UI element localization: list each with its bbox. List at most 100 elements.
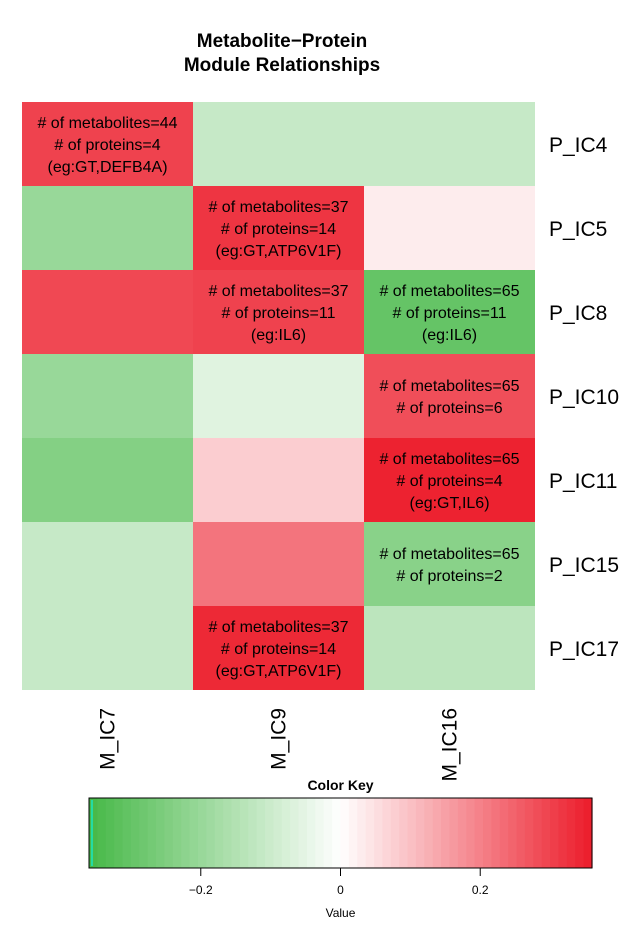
col-label-m_ic16: M_IC16 [439, 708, 462, 782]
color-key-swatch [172, 798, 182, 868]
heatmap-cell-p_ic8-m_ic9 [193, 270, 364, 354]
color-key-swatch [147, 798, 157, 868]
color-key-swatch [273, 798, 283, 868]
color-key-swatch [491, 798, 501, 868]
heatmap-cell-p_ic8-m_ic16 [364, 270, 535, 354]
color-key-swatch [566, 798, 576, 868]
col-label-m_ic7: M_IC7 [97, 708, 120, 770]
row-label-p_ic5: P_IC5 [549, 218, 607, 241]
heatmap-cell-p_ic15-m_ic9 [193, 522, 364, 606]
cell-label: (eg:IL6) [422, 327, 477, 344]
cell-label: # of proteins=14 [221, 221, 336, 238]
heatmap-cell-p_ic8-m_ic7 [22, 270, 193, 354]
heatmap-cell-p_ic4-m_ic16 [364, 102, 535, 186]
cell-label: # of proteins=4 [54, 137, 160, 154]
color-key-swatch [248, 798, 258, 868]
color-key-tick-label: 0 [337, 883, 344, 897]
chart-title: Metabolite−Protein Module Relationships [0, 30, 564, 78]
color-key-tick-label: 0.2 [472, 883, 489, 897]
cell-label: # of proteins=14 [221, 641, 336, 658]
color-key-swatch [189, 798, 199, 868]
heatmap-cell-p_ic11-m_ic7 [22, 438, 193, 522]
cell-label: (eg:IL6) [251, 327, 306, 344]
color-key-swatch [348, 798, 358, 868]
heatmap-cell-p_ic17-m_ic9 [193, 606, 364, 690]
color-key-swatch [214, 798, 224, 868]
heatmap-cell-p_ic11-m_ic16 [364, 438, 535, 522]
cell-label: # of metabolites=65 [379, 546, 519, 563]
color-key-swatch [130, 798, 140, 868]
cell-label: # of proteins=6 [396, 400, 502, 417]
color-key-swatch [315, 798, 325, 868]
cell-label: # of metabolites=65 [379, 451, 519, 468]
col-label-m_ic9: M_IC9 [268, 708, 291, 770]
color-key-swatch [424, 798, 434, 868]
color-key-swatch [357, 798, 367, 868]
color-key-swatch [265, 798, 275, 868]
row-label-p_ic10: P_IC10 [549, 386, 619, 409]
color-key-swatch [239, 798, 249, 868]
color-key-swatch [139, 798, 149, 868]
color-key-swatch [340, 798, 350, 868]
color-key-swatch [256, 798, 266, 868]
color-key-swatch [466, 798, 476, 868]
cell-label: (eg:GT,DEFB4A) [47, 159, 167, 176]
heatmap-cell-p_ic15-m_ic7 [22, 522, 193, 606]
cell-label: # of metabolites=37 [208, 283, 348, 300]
cell-label: # of proteins=4 [396, 473, 502, 490]
color-key-swatch [105, 798, 115, 868]
row-label-p_ic4: P_IC4 [549, 134, 608, 157]
heatmap-cell-p_ic17-m_ic16 [364, 606, 535, 690]
color-key-swatch [541, 798, 551, 868]
color-key-swatch [89, 798, 98, 868]
chart-title-line-1: Metabolite−Protein [196, 31, 368, 52]
row-label-p_ic8: P_IC8 [549, 302, 607, 325]
heatmap-cell-p_ic17-m_ic7 [22, 606, 193, 690]
cell-label: (eg:GT,IL6) [409, 495, 489, 512]
color-key-swatch [290, 798, 300, 868]
color-key-swatch [223, 798, 233, 868]
row-label-p_ic11: P_IC11 [549, 470, 618, 493]
color-key-swatch [583, 798, 593, 868]
cell-label: # of metabolites=44 [37, 115, 177, 132]
heatmap-cell-p_ic10-m_ic16 [364, 354, 535, 438]
color-key-swatch [449, 798, 459, 868]
cell-label: # of metabolites=65 [379, 378, 519, 395]
color-key-swatch [390, 798, 400, 868]
heatmap-cell-p_ic5-m_ic7 [22, 186, 193, 270]
color-key-swatch [457, 798, 467, 868]
color-key-swatch [114, 798, 124, 868]
color-key-swatch [575, 798, 585, 868]
heatmap-cell-p_ic11-m_ic9 [193, 438, 364, 522]
color-key-swatch [156, 798, 166, 868]
color-key-swatch [298, 798, 308, 868]
heatmap-cell-p_ic5-m_ic9 [193, 186, 364, 270]
heatmap-cell-p_ic15-m_ic16 [364, 522, 535, 606]
color-key-swatch [399, 798, 409, 868]
cell-label: # of metabolites=65 [379, 283, 519, 300]
row-label-p_ic15: P_IC15 [549, 554, 619, 577]
color-key-swatch [181, 798, 191, 868]
color-key-tick-label: −0.2 [189, 883, 213, 897]
color-key-swatch [306, 798, 316, 868]
color-key-swatch [206, 798, 216, 868]
color-key-swatch [281, 798, 291, 868]
color-key-swatch [365, 798, 375, 868]
cell-label: # of metabolites=37 [208, 619, 348, 636]
color-key-swatch [432, 798, 442, 868]
heatmap-cell-p_ic5-m_ic16 [364, 186, 535, 270]
color-key-swatch [483, 798, 492, 868]
cell-label: # of proteins=11 [221, 305, 335, 322]
row-label-p_ic17: P_IC17 [549, 638, 619, 661]
heatmap-cell-p_ic4-m_ic9 [193, 102, 364, 186]
color-key-xlabel: Value [326, 906, 356, 920]
color-key-swatch [558, 798, 568, 868]
color-key-swatch [323, 798, 333, 868]
color-key-swatch [382, 798, 392, 868]
color-key-swatch [164, 798, 174, 868]
heatmap-cell-p_ic10-m_ic7 [22, 354, 193, 438]
color-key-swatch [508, 798, 518, 868]
cell-label: (eg:GT,ATP6V1F) [216, 663, 342, 680]
color-key-swatch [197, 798, 207, 868]
